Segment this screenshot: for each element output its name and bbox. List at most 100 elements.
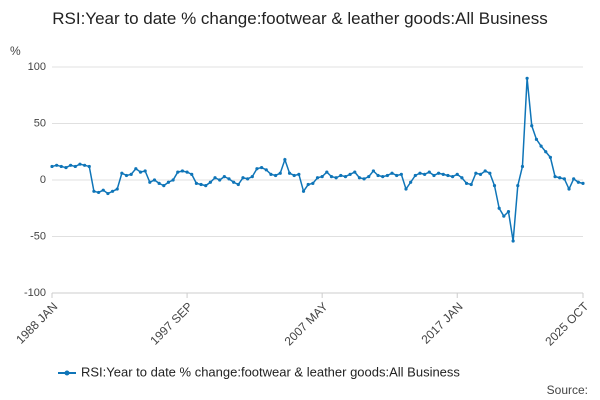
data-point xyxy=(581,181,585,185)
y-tick-label: -50 xyxy=(30,230,46,242)
data-point xyxy=(432,173,436,178)
data-point xyxy=(558,176,562,180)
data-point xyxy=(222,175,226,179)
data-point xyxy=(236,182,240,187)
data-point xyxy=(59,164,63,169)
data-point xyxy=(78,162,82,166)
data-point xyxy=(562,177,566,181)
data-point xyxy=(395,173,399,178)
data-point xyxy=(464,181,469,185)
data-point xyxy=(553,175,557,179)
data-point xyxy=(441,172,445,176)
data-point xyxy=(194,181,198,185)
data-point xyxy=(218,178,222,182)
data-point xyxy=(362,177,366,181)
data-point xyxy=(106,191,110,196)
data-point xyxy=(450,175,455,179)
data-point xyxy=(166,180,171,184)
data-point xyxy=(381,175,385,179)
data-point xyxy=(246,177,250,181)
chart-title: RSI:Year to date % change:footwear & lea… xyxy=(52,9,548,28)
data-point xyxy=(530,124,534,128)
data-point xyxy=(306,182,310,187)
data-point xyxy=(423,172,427,176)
x-tick-label: 2017 JAN xyxy=(418,299,465,346)
data-point xyxy=(301,189,306,193)
data-point xyxy=(115,187,119,191)
data-point xyxy=(250,175,254,179)
x-tick-label: 1988 JAN xyxy=(13,299,60,346)
data-point xyxy=(348,172,352,176)
data-point xyxy=(278,171,282,175)
data-point xyxy=(64,165,68,170)
data-point xyxy=(101,188,105,192)
data-point xyxy=(69,163,73,167)
data-point xyxy=(506,210,511,214)
data-point xyxy=(260,165,264,170)
data-point xyxy=(511,239,515,243)
data-point xyxy=(576,180,580,184)
data-point xyxy=(320,175,324,179)
y-tick-label: 0 xyxy=(40,174,46,186)
data-point xyxy=(129,172,133,176)
data-point xyxy=(325,170,329,174)
data-point xyxy=(548,155,552,159)
data-point xyxy=(232,180,236,184)
data-point xyxy=(385,173,389,178)
data-point xyxy=(478,172,483,176)
source: Source: xyxy=(547,383,588,397)
data-point xyxy=(567,187,571,191)
data-point xyxy=(404,187,408,191)
data-point xyxy=(283,158,287,162)
y-tick-label: 50 xyxy=(34,117,46,129)
data-point xyxy=(390,171,394,175)
x-tick-label: 2007 MAY xyxy=(282,299,331,348)
data-point xyxy=(180,169,185,173)
data-point xyxy=(371,169,375,173)
data-point xyxy=(534,137,539,141)
data-point xyxy=(287,171,292,175)
y-tick-label: 100 xyxy=(28,61,46,73)
data-point xyxy=(492,184,497,188)
y-tick-label: -100 xyxy=(24,287,46,299)
data-point xyxy=(87,164,91,169)
data-point xyxy=(55,163,59,167)
data-point xyxy=(204,184,208,188)
data-point xyxy=(185,170,189,174)
data-point xyxy=(446,173,450,178)
data-point xyxy=(315,176,320,180)
data-point xyxy=(427,170,431,174)
data-point xyxy=(157,181,161,185)
data-point xyxy=(134,167,138,171)
data-point xyxy=(208,180,212,184)
data-point xyxy=(176,170,180,174)
data-point xyxy=(399,172,403,176)
data-point xyxy=(343,175,348,179)
data-point xyxy=(413,173,417,178)
data-point xyxy=(539,144,543,148)
data-point xyxy=(255,167,259,171)
x-tick-label: 1997 SEP xyxy=(147,299,195,347)
data-point xyxy=(264,168,268,172)
data-point xyxy=(273,173,278,178)
data-point xyxy=(120,171,124,175)
data-point xyxy=(269,172,273,176)
data-point xyxy=(339,173,343,178)
data-point xyxy=(437,171,441,175)
data-point xyxy=(92,189,96,193)
data-point xyxy=(544,150,548,154)
data-point xyxy=(409,180,413,184)
legend-label: RSI:Year to date % change:footwear & lea… xyxy=(81,364,460,379)
data-point xyxy=(367,175,371,179)
data-point xyxy=(73,164,77,169)
data-point xyxy=(292,173,296,178)
data-point xyxy=(227,177,231,181)
data-point xyxy=(357,176,362,180)
data-point xyxy=(418,171,422,175)
data-point xyxy=(297,172,301,176)
data-point xyxy=(460,176,464,180)
data-point xyxy=(525,76,529,80)
data-point xyxy=(199,182,203,187)
data-point xyxy=(148,180,152,184)
